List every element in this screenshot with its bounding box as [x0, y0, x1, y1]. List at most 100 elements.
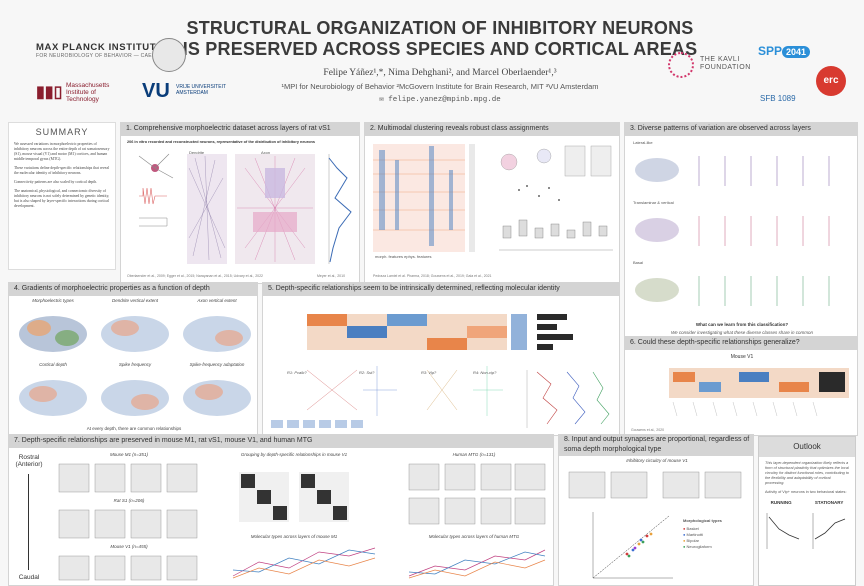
- mol-m1-title: Molecular types across layers of mouse M…: [250, 534, 338, 539]
- heatmap-cell: [347, 326, 387, 338]
- heatmap-cell: [427, 338, 467, 350]
- heatmap-cell: [699, 382, 721, 392]
- p2-citation: Pedraza Lamiel et al. Pharma, 2018; Gouw…: [373, 274, 492, 278]
- umap-blob: [635, 278, 679, 302]
- p1-figure: [138, 153, 352, 264]
- p3-row3-label: Basal: [633, 260, 644, 265]
- bar-mini-chart: [537, 314, 573, 350]
- stationary-line: [814, 518, 846, 540]
- cluster-box: [564, 145, 586, 177]
- rostro-caudal-axis: [28, 474, 29, 570]
- axon-hotspot: [253, 212, 297, 232]
- tick-labels-row: [672, 401, 818, 417]
- summary-point: These variations define depth-specific r…: [14, 166, 110, 175]
- email: ✉ felipe.yanez@mpinb.mpg.de: [379, 96, 501, 104]
- r2-label: R2: Sst?: [359, 370, 375, 375]
- heatmap-cell: [511, 314, 527, 350]
- kavli-logo-text: THE KAVLI FOUNDATION: [700, 56, 751, 71]
- p4-t1: Morphoelectric types: [32, 298, 74, 303]
- heatmap-cell: [779, 382, 809, 392]
- umap-gradient: [29, 386, 57, 402]
- umap-gradient: [195, 384, 223, 400]
- panel-1: 1. Comprehensive morphoelectric dataset …: [120, 122, 360, 284]
- grouping-title: Grouping by depth-specific relationships…: [240, 452, 348, 457]
- p4-t3: Axon vertical extent: [197, 298, 237, 303]
- boxplot-grid-m1: [58, 463, 198, 493]
- panel-3: 3. Diverse patterns of variation are obs…: [624, 122, 858, 344]
- feature-matrix-cells: [379, 146, 453, 246]
- vu-logo-icon: VU: [142, 80, 170, 102]
- panel-4: 4. Gradients of morphoelectric propertie…: [8, 282, 258, 436]
- heatmap-cell: [387, 314, 427, 326]
- p4-t2: Dendrite vertical extent: [111, 298, 159, 303]
- outlook-plots: [766, 513, 846, 549]
- mit-logo-icon: ▮▮▯: [36, 84, 63, 101]
- mpi-seal-icon: [152, 38, 186, 72]
- outlook-text: This layer-dependent organization likely…: [765, 461, 849, 485]
- r1-label: R1: Pvalb?: [287, 370, 307, 375]
- legend-item: ● Basket: [683, 526, 699, 531]
- p4-footer: At every depth, there are common relatio…: [86, 426, 182, 431]
- matrix-cell: [301, 474, 315, 488]
- umap-cluster: [27, 320, 51, 336]
- legend-item: ● Martinotti: [683, 532, 703, 537]
- neuron-morph-row1: [698, 156, 830, 186]
- mpi-logo: MAX PLANCK INSTITUTE FOR NEUROBIOLOGY OF…: [36, 42, 164, 59]
- poster-title: STRUCTURAL ORGANIZATION OF INHIBITORY NE…: [182, 18, 698, 59]
- panel-5: 5. Depth-specific relationships seem to …: [262, 282, 620, 436]
- depth-profile-line: [328, 157, 352, 263]
- vu-logo-text: VRIJE UNIVERSITEIT AMSTERDAM: [176, 84, 226, 96]
- summary-point: The anatomical, physiological, and conne…: [14, 189, 110, 208]
- p4-figure: [19, 316, 251, 416]
- axis-rostral: Rostral (Anterior): [15, 454, 43, 468]
- panel-1-title: 1. Comprehensive morphoelectric dataset …: [120, 122, 360, 136]
- panel-3-title: 3. Diverse patterns of variation are obs…: [624, 122, 858, 136]
- running-line: [768, 516, 800, 540]
- panel-7: 7. Depth-specific relationships are pres…: [8, 434, 554, 586]
- email-address: felipe.yanez@mpinb.mpg.de: [388, 96, 501, 104]
- r3-label: R3: Vip?: [421, 370, 437, 375]
- umap-blob: [635, 158, 679, 182]
- p1-subtitle: 206 in vitro recorded and reconstructed …: [127, 140, 315, 144]
- boxplot-grid-v1: [58, 555, 198, 581]
- boxplot-grid-s1: [58, 509, 198, 539]
- umap-dendrite: [101, 316, 169, 352]
- umap-gradient: [131, 394, 159, 410]
- mol-m1-lines: [232, 547, 376, 579]
- kavli-logo-icon: [668, 52, 694, 78]
- cluster-node: [500, 153, 518, 171]
- label-dendrite: Dendrite: [189, 150, 205, 155]
- series-line: [232, 557, 376, 579]
- matrix-cell: [273, 506, 287, 520]
- heatmap-cell: [467, 326, 507, 338]
- p1-citation-right: Meyer et al., 2010: [317, 274, 346, 278]
- running-label: RUNNING: [770, 500, 792, 505]
- mol-mtg-lines: [408, 549, 546, 579]
- heatmap-cell: [673, 372, 695, 382]
- matrix-cell: [241, 474, 255, 488]
- p7-boxplots: [58, 463, 198, 581]
- legend-item: ● Neurogliaform: [683, 544, 712, 549]
- p8-figure: [568, 471, 742, 579]
- label-axon: Axon: [261, 150, 271, 155]
- p2-xlabel: morph. features ephys. features: [375, 254, 432, 259]
- bottom-strip: [271, 420, 363, 428]
- panel-8-title: 8. Input and output synapses are proport…: [558, 434, 754, 456]
- series-line: [408, 559, 546, 579]
- legend-title: Morphological types: [683, 518, 722, 523]
- sfb-logo: SFB 1089: [760, 94, 796, 103]
- boxplot-boxes: [502, 219, 608, 239]
- affiliations: ¹MPI for Neurobiology of Behavior ²McGov…: [281, 82, 599, 91]
- r4-label: R4: Non-vip?: [473, 370, 497, 375]
- umap-gradient: [215, 330, 243, 346]
- panel-7-title: 7. Depth-specific relationships are pres…: [8, 434, 554, 448]
- summary-title: SUMMARY: [35, 127, 89, 137]
- panel-5-title: 5. Depth-specific relationships seem to …: [262, 282, 620, 296]
- cluster-node: [536, 148, 552, 164]
- p2-figure: [373, 144, 613, 252]
- erc-logo: erc: [816, 66, 846, 96]
- p8-boxplots: [568, 471, 742, 499]
- summary-point: We assessed variations in morphoelectric…: [14, 142, 110, 161]
- p3-answer: We consider investigating what these div…: [671, 330, 813, 335]
- axon-hotspot: [265, 168, 285, 198]
